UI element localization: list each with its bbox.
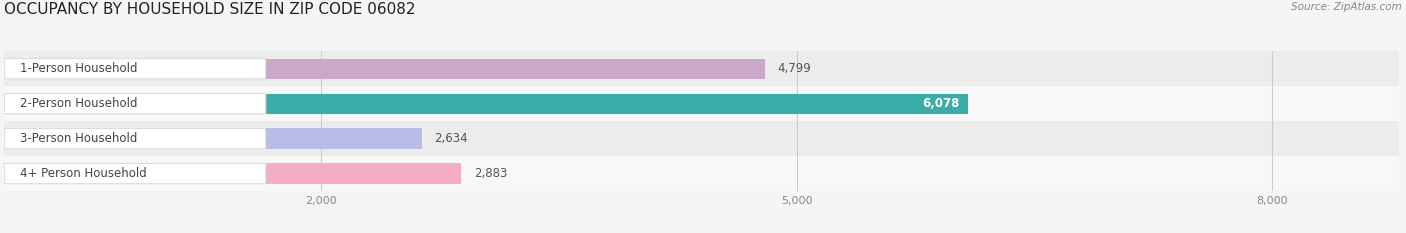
Text: 3-Person Household: 3-Person Household [20, 132, 138, 145]
Text: Source: ZipAtlas.com: Source: ZipAtlas.com [1291, 2, 1402, 12]
Bar [4, 164, 461, 184]
FancyBboxPatch shape [4, 59, 266, 79]
FancyBboxPatch shape [4, 129, 266, 149]
Text: 2,883: 2,883 [474, 167, 508, 180]
Bar [4, 93, 967, 114]
FancyBboxPatch shape [4, 93, 266, 114]
Bar [4, 86, 1399, 121]
Bar [4, 59, 765, 79]
Text: OCCUPANCY BY HOUSEHOLD SIZE IN ZIP CODE 06082: OCCUPANCY BY HOUSEHOLD SIZE IN ZIP CODE … [4, 2, 416, 17]
Text: 4,799: 4,799 [778, 62, 811, 75]
Text: 2,634: 2,634 [434, 132, 468, 145]
Bar [4, 121, 1399, 156]
Text: 4+ Person Household: 4+ Person Household [20, 167, 146, 180]
Bar [4, 129, 422, 149]
Text: 6,078: 6,078 [922, 97, 960, 110]
Bar [4, 156, 1399, 191]
Text: 2-Person Household: 2-Person Household [20, 97, 138, 110]
Text: 1-Person Household: 1-Person Household [20, 62, 138, 75]
Bar [4, 51, 1399, 86]
FancyBboxPatch shape [4, 164, 266, 184]
